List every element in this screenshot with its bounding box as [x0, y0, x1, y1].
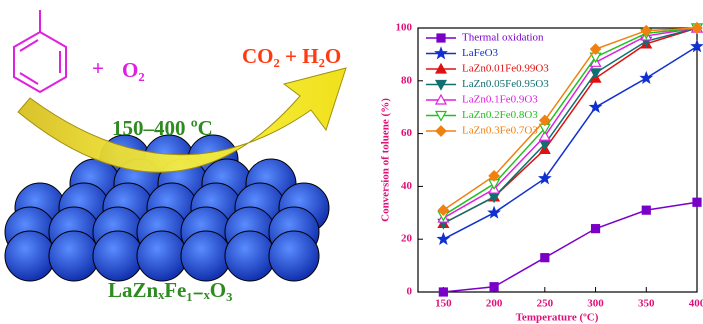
- x-tick-label: 250: [537, 298, 554, 310]
- legend-marker: [436, 33, 446, 43]
- series-line: [443, 45, 698, 240]
- data-point: [437, 204, 450, 217]
- legend-marker: [435, 125, 447, 137]
- data-point: [540, 253, 550, 263]
- x-tick-label: 200: [486, 298, 503, 310]
- x-tick-label: 150: [435, 298, 452, 310]
- y-tick-label: 20: [401, 233, 413, 245]
- data-point: [538, 114, 551, 127]
- series-line: [443, 27, 698, 225]
- legend-marker: [434, 93, 448, 105]
- data-point: [538, 130, 551, 141]
- data-point: [537, 171, 552, 185]
- data-point: [487, 205, 501, 219]
- legend-label: LaZn0.1Fe0.9O3: [462, 94, 538, 106]
- reactant: O₂: [122, 58, 145, 82]
- legend-marker: [434, 46, 448, 60]
- data-point: [436, 231, 451, 246]
- legend-label: LaZn0.3Fe0.7O3: [462, 125, 538, 137]
- y-tick-label: 80: [401, 74, 413, 86]
- legend-label: LaZn0.05Fe0.95O3: [462, 78, 549, 90]
- data-point: [438, 287, 448, 297]
- series-line: [442, 27, 698, 219]
- legend-marker: [434, 79, 448, 91]
- x-tick-label: 400: [689, 298, 703, 310]
- data-point: [590, 224, 601, 234]
- data-point: [588, 99, 603, 114]
- sphere: [48, 230, 100, 282]
- legend-marker: [434, 62, 448, 74]
- data-point: [489, 282, 499, 292]
- data-point: [692, 197, 702, 207]
- legend-label: Thermal oxidation: [462, 32, 544, 44]
- sphere: [268, 230, 320, 282]
- x-tick-label: 350: [638, 298, 655, 310]
- catalyst-label: LaZnₓFe₁₋ₓO₃: [108, 278, 232, 302]
- y-tick-label: 60: [401, 127, 413, 139]
- x-tick-label: 300: [587, 298, 604, 310]
- sphere: [180, 230, 232, 282]
- data-point: [488, 169, 500, 182]
- legend-label: LaZn0.01Fe0.99O3: [462, 63, 549, 75]
- data-point: [640, 24, 653, 37]
- toluene-structure: [13, 10, 67, 94]
- y-tick-label: 0: [407, 286, 413, 298]
- plot-frame: [417, 27, 698, 293]
- sphere: [4, 230, 56, 282]
- legend-label: LaFeO3: [462, 47, 499, 59]
- sphere: [136, 230, 188, 282]
- legend-marker: [434, 110, 448, 122]
- data-point: [641, 205, 651, 215]
- data-point: [691, 22, 703, 34]
- sphere: [92, 230, 144, 282]
- legend-label: LaZn0.2Fe0.8O3: [462, 109, 538, 121]
- data-point: [589, 43, 602, 55]
- y-tick-label: 40: [401, 180, 413, 192]
- data-point: [639, 70, 654, 85]
- products: CO₂ + H₂O: [242, 44, 341, 68]
- y-tick-label: 100: [396, 22, 413, 34]
- series-line: [442, 27, 698, 217]
- data-point: [589, 68, 602, 80]
- plus: +: [92, 56, 104, 80]
- series-line: [443, 201, 698, 293]
- x-axis-label: Temperature (ºC): [516, 312, 599, 324]
- temperature-range: 150–400 ºC: [112, 116, 213, 140]
- catalyst-spheres: [4, 134, 330, 282]
- series-line: [442, 27, 698, 211]
- sphere: [224, 230, 276, 282]
- reaction-arrow: [17, 67, 347, 173]
- y-axis-label: Conversion of toluene (%): [380, 98, 392, 222]
- data-point: [690, 39, 703, 53]
